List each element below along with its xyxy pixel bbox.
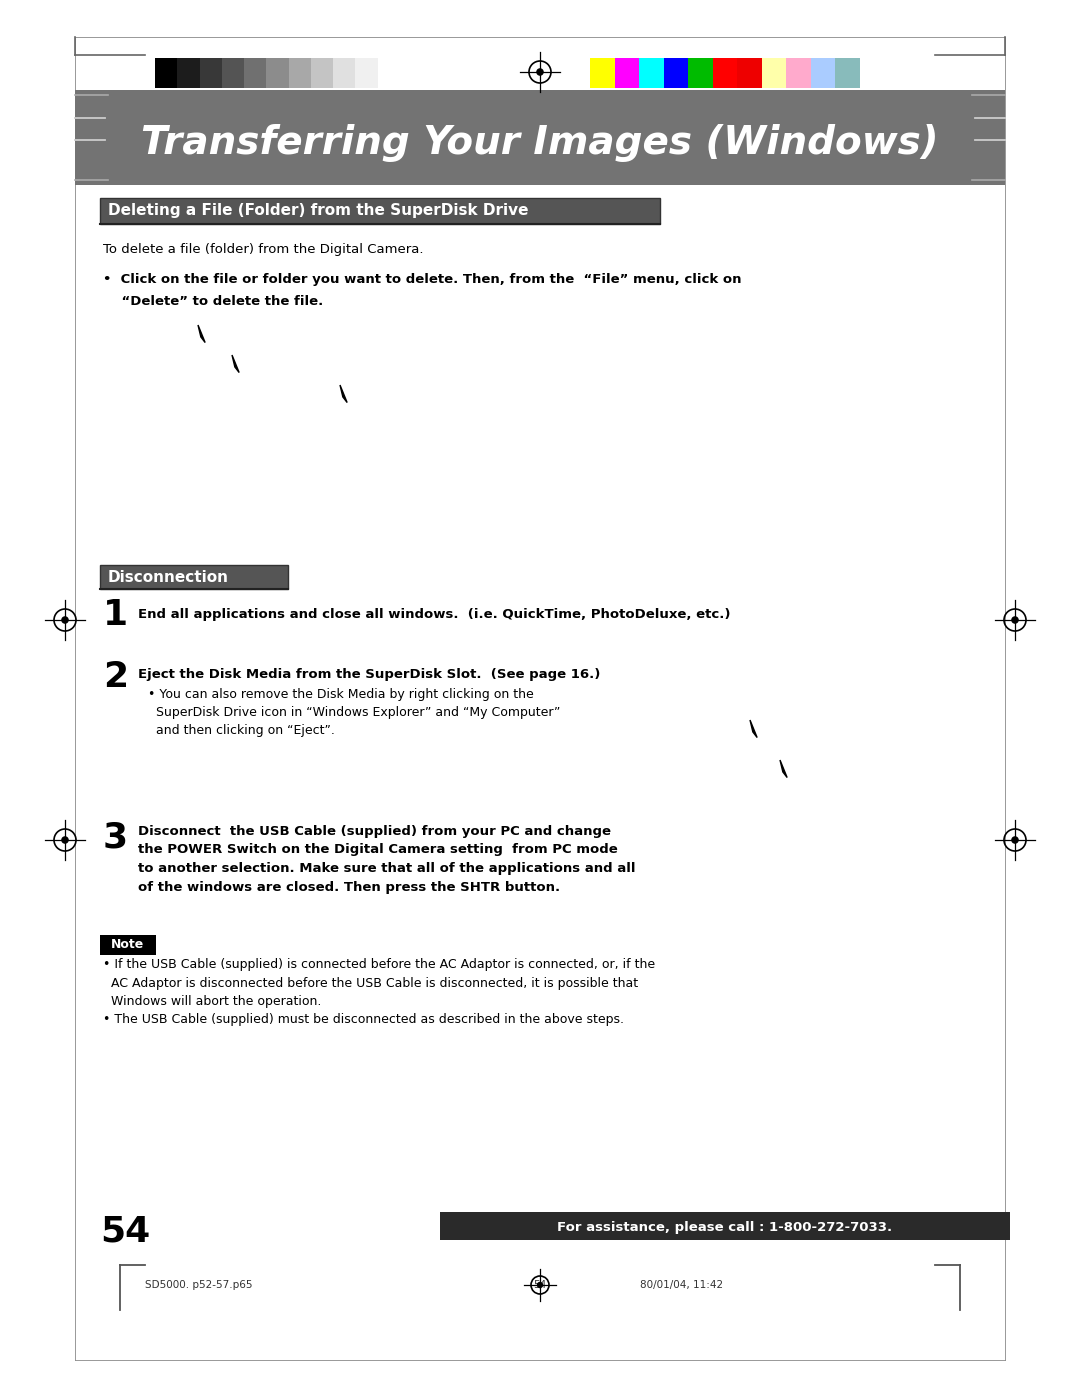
Bar (221, 59, 244, 88)
Bar (177, 59, 200, 88)
Bar (590, 59, 615, 88)
Circle shape (537, 68, 543, 75)
Text: Eject the Disk Media from the SuperDisk Slot.  (See page 16.): Eject the Disk Media from the SuperDisk … (138, 668, 600, 680)
Bar (355, 59, 378, 88)
Text: SD5000. p52-57.p65: SD5000. p52-57.p65 (145, 1280, 253, 1289)
Bar (311, 59, 334, 88)
Bar (615, 59, 639, 88)
Bar (244, 59, 267, 88)
Text: “Delete” to delete the file.: “Delete” to delete the file. (103, 295, 323, 307)
Bar (288, 59, 311, 88)
Text: Deleting a File (Folder) from the SuperDisk Drive: Deleting a File (Folder) from the SuperD… (108, 204, 528, 218)
Bar (100, 198, 660, 224)
Circle shape (62, 837, 68, 842)
Text: For assistance, please call : 1-800-272-7033.: For assistance, please call : 1-800-272-… (557, 1221, 892, 1234)
Circle shape (1012, 837, 1018, 842)
Bar (639, 59, 663, 88)
Bar (200, 59, 221, 88)
Text: Transferring Your Images (Windows): Transferring Your Images (Windows) (141, 124, 939, 162)
Text: 1: 1 (103, 598, 129, 631)
Bar (334, 59, 355, 88)
Text: 54: 54 (534, 1280, 546, 1289)
Text: • If the USB Cable (supplied) is connected before the AC Adaptor is connected, o: • If the USB Cable (supplied) is connect… (103, 958, 656, 1027)
Bar (713, 59, 738, 88)
Polygon shape (750, 719, 757, 738)
Text: 3: 3 (103, 820, 129, 854)
Bar (440, 1213, 1010, 1241)
Bar (836, 59, 860, 88)
Bar (267, 59, 288, 88)
Bar (688, 59, 713, 88)
Text: End all applications and close all windows.  (i.e. QuickTime, PhotoDeluxe, etc.): End all applications and close all windo… (138, 608, 730, 622)
Bar (75, 89, 1005, 184)
Bar (100, 564, 288, 590)
Bar (663, 59, 688, 88)
Bar (761, 59, 786, 88)
Bar (156, 59, 177, 88)
Circle shape (1012, 617, 1018, 623)
Text: Note: Note (111, 939, 145, 951)
Polygon shape (232, 355, 239, 373)
Circle shape (538, 1282, 542, 1288)
Polygon shape (198, 326, 205, 342)
Bar (738, 59, 761, 88)
Bar (811, 59, 836, 88)
Text: 80/01/04, 11:42: 80/01/04, 11:42 (640, 1280, 724, 1289)
Polygon shape (340, 386, 347, 402)
Bar (378, 59, 400, 88)
Text: Disconnect  the USB Cable (supplied) from your PC and change
the POWER Switch on: Disconnect the USB Cable (supplied) from… (138, 826, 635, 894)
Polygon shape (780, 760, 787, 778)
Text: •  Click on the file or folder you want to delete. Then, from the  “File” menu, : • Click on the file or folder you want t… (103, 272, 742, 286)
Text: To delete a file (folder) from the Digital Camera.: To delete a file (folder) from the Digit… (103, 243, 423, 256)
Circle shape (62, 617, 68, 623)
Text: Disconnection: Disconnection (108, 570, 229, 584)
Bar (786, 59, 811, 88)
Bar (100, 935, 156, 956)
Text: 2: 2 (103, 659, 129, 694)
Text: 54: 54 (100, 1215, 150, 1249)
Text: • You can also remove the Disk Media by right clicking on the
  SuperDisk Drive : • You can also remove the Disk Media by … (148, 687, 561, 738)
